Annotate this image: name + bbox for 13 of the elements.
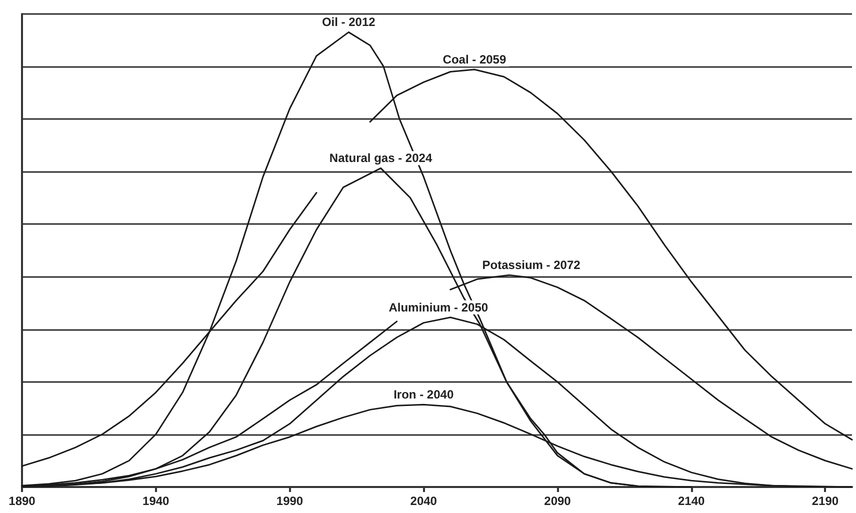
series-label: Natural gas - 2024 (329, 151, 432, 166)
x-tick-label: 2190 (812, 494, 839, 508)
x-tick-label: 1940 (142, 494, 170, 508)
x-tick-label: 2040 (410, 494, 438, 508)
series-label: Coal - 2059 (442, 52, 506, 66)
series-label: Potassium - 2072 (482, 258, 581, 272)
x-tick-label: 2140 (678, 494, 706, 508)
x-tick-label: 1990 (276, 494, 304, 508)
series-label: Aluminium - 2050 (388, 300, 488, 314)
series-label: Oil - 2012 (322, 15, 376, 30)
series-label: Iron - 2040 (394, 388, 454, 402)
x-tick-label: 1890 (8, 494, 36, 508)
x-tick-label: 2090 (544, 494, 572, 508)
